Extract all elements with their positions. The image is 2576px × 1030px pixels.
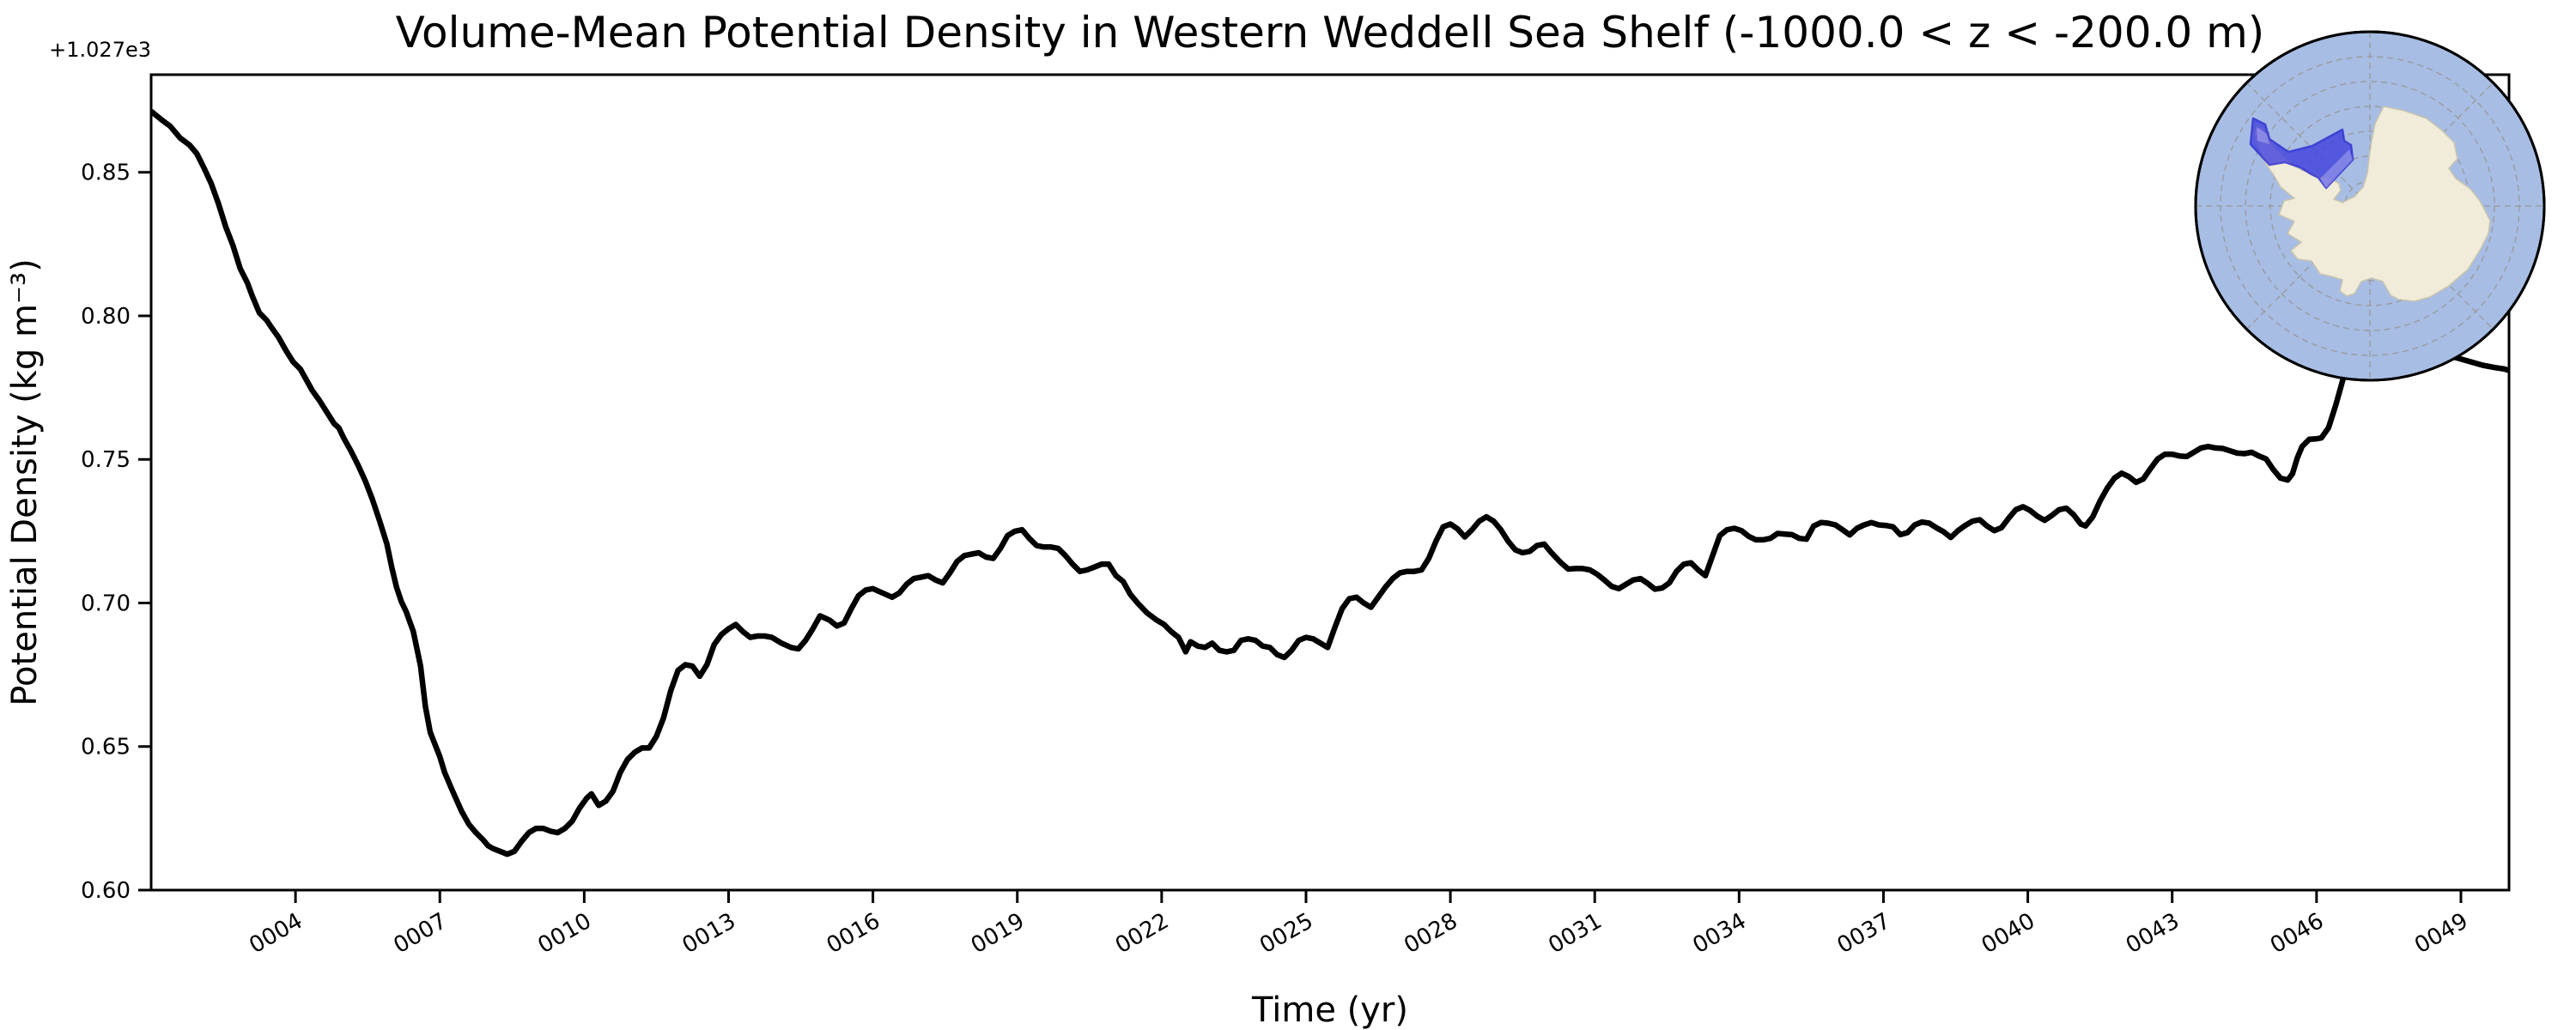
x-tick-label: 0016 <box>823 908 884 959</box>
axes-frame <box>149 73 2511 892</box>
x-tick-label: 0007 <box>389 908 451 959</box>
x-tick-label: 0043 <box>2122 908 2184 959</box>
x-tick-label: 0019 <box>967 908 1029 959</box>
y-tick-label: 0.75 <box>81 447 131 473</box>
x-tick-label: 0004 <box>245 908 307 959</box>
highlight-light-patch <box>2257 127 2269 144</box>
x-tick-label: 0028 <box>1400 908 1461 959</box>
y-tick-label: 0.70 <box>81 591 131 616</box>
chart-title: Volume-Mean Potential Density in Western… <box>396 8 2265 58</box>
y-tick-label: 0.60 <box>81 878 131 904</box>
y-axis-label: Potential Density (kg m⁻³) <box>5 258 45 706</box>
x-axis-label: Time (yr) <box>1251 991 1408 1030</box>
x-tick-label: 0046 <box>2266 908 2328 959</box>
x-tick-label: 0049 <box>2410 908 2472 959</box>
x-tick-label: 0010 <box>534 908 596 959</box>
inset-border-circle <box>2194 30 2546 382</box>
x-tick-label: 0034 <box>1689 908 1751 959</box>
x-axis-ticks: 0004 0007 0010 0013 0016 0019 0022 0025 0028 0031… <box>245 890 2472 959</box>
x-tick-label: 0025 <box>1255 908 1317 959</box>
highlight-light-patch <box>2320 149 2353 188</box>
weddell-shelf-highlight-region <box>2249 117 2354 190</box>
y-tick-label: 0.85 <box>81 161 131 186</box>
y-axis-ticks: 0.60 0.65 0.70 0.75 0.80 0.85 <box>81 161 151 904</box>
x-tick-label: 0013 <box>678 908 740 959</box>
antarctica-landmass <box>2252 106 2491 302</box>
y-tick-label: 0.65 <box>81 735 131 760</box>
y-tick-label: 0.80 <box>81 304 131 330</box>
y-axis-offset-label: +1.027e3 <box>49 38 151 62</box>
x-tick-label: 0022 <box>1111 908 1173 959</box>
x-tick-label: 0040 <box>1978 908 2039 959</box>
density-series-line <box>151 109 2509 857</box>
inset-map <box>2194 30 2546 382</box>
x-tick-label: 0037 <box>1833 908 1895 959</box>
x-tick-label: 0031 <box>1544 908 1606 959</box>
graticule-meridian <box>2245 82 2494 330</box>
graticule-meridian <box>2245 82 2494 330</box>
